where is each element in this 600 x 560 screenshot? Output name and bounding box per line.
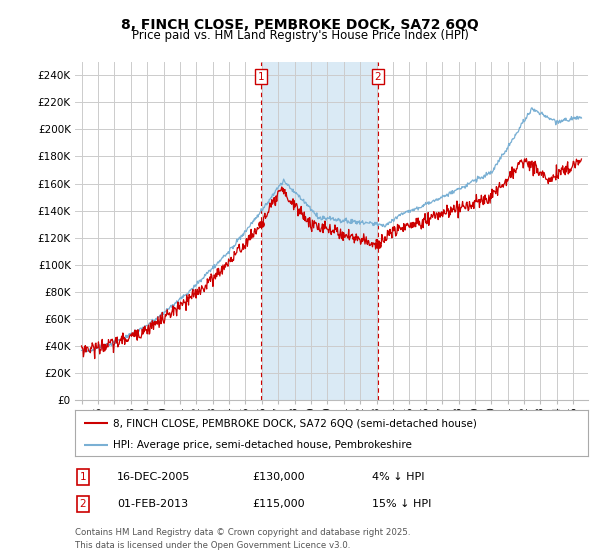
Text: 2: 2 [79, 499, 86, 509]
Text: Contains HM Land Registry data © Crown copyright and database right 2025.
This d: Contains HM Land Registry data © Crown c… [75, 528, 410, 550]
Text: 16-DEC-2005: 16-DEC-2005 [117, 472, 190, 482]
Text: £130,000: £130,000 [252, 472, 305, 482]
Text: 2: 2 [374, 72, 381, 82]
Text: 15% ↓ HPI: 15% ↓ HPI [372, 499, 431, 509]
Text: 8, FINCH CLOSE, PEMBROKE DOCK, SA72 6QQ: 8, FINCH CLOSE, PEMBROKE DOCK, SA72 6QQ [121, 18, 479, 32]
Text: £115,000: £115,000 [252, 499, 305, 509]
Text: 8, FINCH CLOSE, PEMBROKE DOCK, SA72 6QQ (semi-detached house): 8, FINCH CLOSE, PEMBROKE DOCK, SA72 6QQ … [113, 418, 478, 428]
Text: HPI: Average price, semi-detached house, Pembrokeshire: HPI: Average price, semi-detached house,… [113, 440, 412, 450]
Text: 01-FEB-2013: 01-FEB-2013 [117, 499, 188, 509]
Text: 1: 1 [79, 472, 86, 482]
Text: 4% ↓ HPI: 4% ↓ HPI [372, 472, 425, 482]
Text: Price paid vs. HM Land Registry's House Price Index (HPI): Price paid vs. HM Land Registry's House … [131, 29, 469, 42]
Text: 1: 1 [258, 72, 265, 82]
